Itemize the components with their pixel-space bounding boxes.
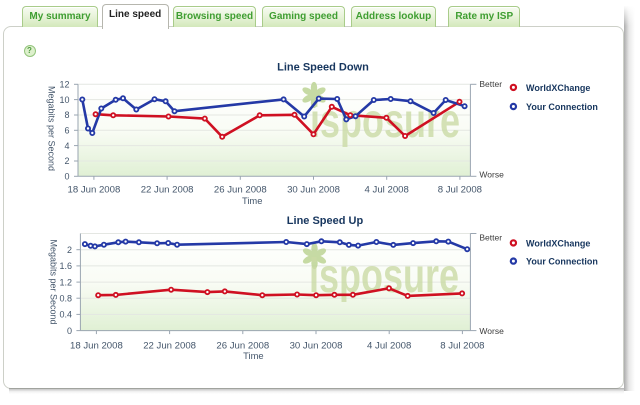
svg-text:6: 6 (64, 126, 69, 136)
svg-text:Your Connection: Your Connection (526, 257, 598, 267)
svg-text:8 Jul 2008: 8 Jul 2008 (438, 185, 482, 196)
svg-text:Your Connection: Your Connection (526, 102, 598, 112)
svg-text:0: 0 (64, 172, 69, 182)
svg-text:30 Jun 2008: 30 Jun 2008 (290, 340, 343, 351)
svg-text:isposure: isposure (310, 94, 460, 147)
svg-text:Megabits per Second: Megabits per Second (49, 239, 59, 324)
svg-text:WorldXChange: WorldXChange (526, 238, 590, 248)
svg-text:Better: Better (479, 233, 502, 243)
svg-text:30 Jun 2008: 30 Jun 2008 (287, 185, 340, 196)
svg-text:4: 4 (64, 141, 69, 151)
svg-text:4 Jul 2008: 4 Jul 2008 (367, 340, 411, 351)
svg-text:2: 2 (67, 245, 72, 255)
svg-text:Time: Time (243, 350, 263, 361)
svg-text:Time: Time (242, 195, 262, 206)
svg-text:0.8: 0.8 (59, 293, 72, 303)
svg-text:18 Jun 2008: 18 Jun 2008 (70, 340, 123, 351)
svg-text:18 Jun 2008: 18 Jun 2008 (67, 185, 120, 196)
svg-text:22 Jun 2008: 22 Jun 2008 (143, 340, 196, 351)
svg-text:1.6: 1.6 (59, 261, 72, 271)
svg-text:Worse: Worse (479, 326, 504, 336)
svg-text:26 Jun 2008: 26 Jun 2008 (216, 340, 269, 351)
svg-text:Better: Better (479, 79, 502, 89)
svg-text:26 Jun 2008: 26 Jun 2008 (214, 185, 267, 196)
svg-text:8: 8 (64, 110, 69, 120)
svg-text:10: 10 (59, 95, 69, 105)
svg-text:Line Speed Down: Line Speed Down (277, 62, 369, 74)
svg-text:12: 12 (59, 80, 69, 90)
svg-text:Worse: Worse (479, 170, 504, 180)
svg-text:4 Jul 2008: 4 Jul 2008 (365, 185, 409, 196)
svg-text:2: 2 (64, 156, 69, 166)
svg-text:Megabits per Second: Megabits per Second (47, 86, 57, 171)
svg-text:WorldXChange: WorldXChange (526, 83, 590, 93)
svg-text:1.2: 1.2 (59, 277, 72, 287)
svg-text:0: 0 (67, 326, 72, 336)
svg-text:8 Jul 2008: 8 Jul 2008 (440, 340, 484, 351)
svg-text:Line Speed Up: Line Speed Up (287, 215, 364, 227)
svg-text:0.4: 0.4 (59, 310, 72, 320)
svg-text:22 Jun 2008: 22 Jun 2008 (141, 185, 194, 196)
